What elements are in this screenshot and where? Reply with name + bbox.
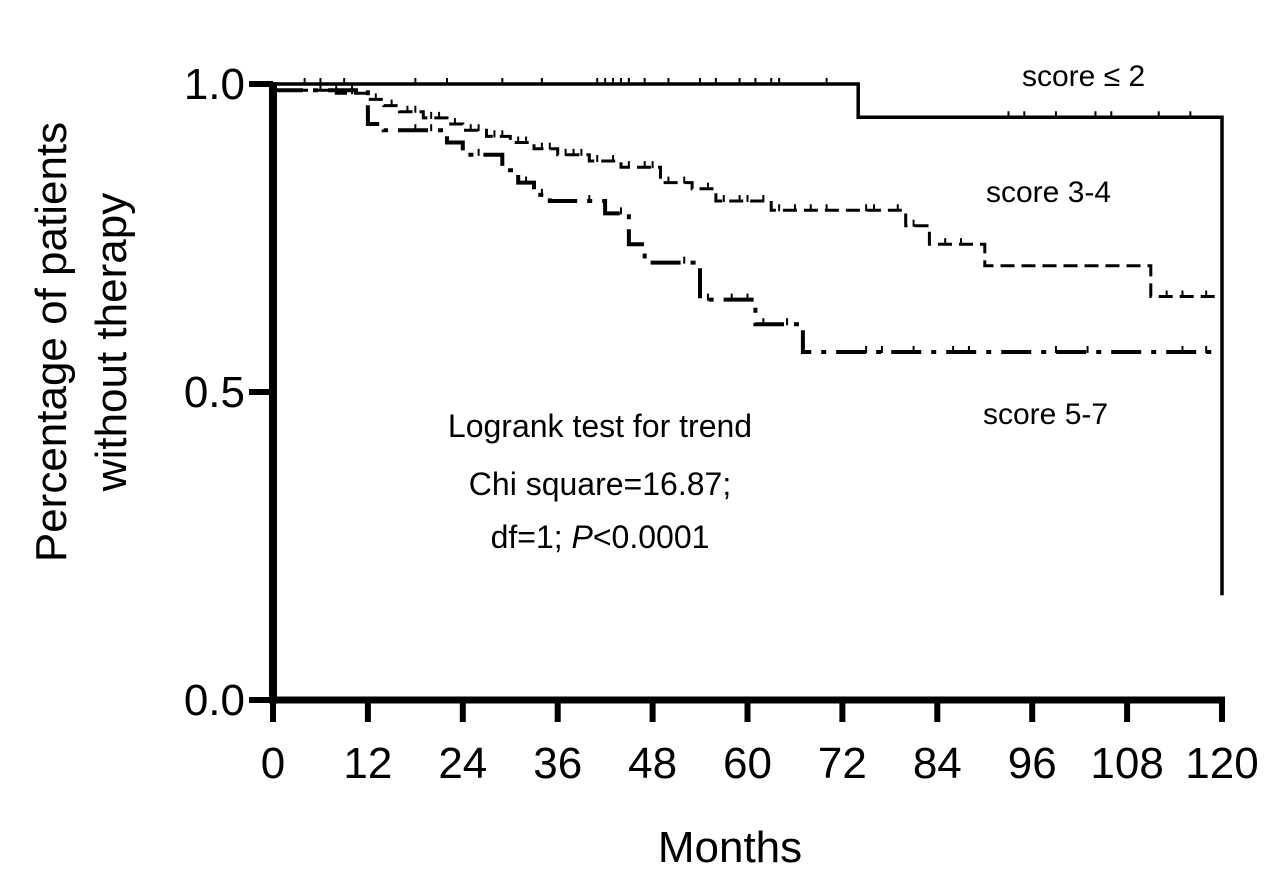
y-tick-label-2: 1.0 <box>184 60 245 109</box>
x-tick-label-10: 120 <box>1185 739 1258 788</box>
y-tick-label-1: 0.5 <box>184 368 245 417</box>
x-axis-title: Months <box>658 823 802 872</box>
series-label-score-5-7: score 5-7 <box>983 398 1108 431</box>
annotation-pvalue: df=1; P<0.0001 <box>491 519 710 555</box>
x-tick-label-6: 72 <box>818 739 867 788</box>
y-axis-title-line1: Percentage of patients <box>27 122 76 562</box>
x-tick-label-0: 0 <box>261 739 285 788</box>
x-tick-label-9: 108 <box>1090 739 1163 788</box>
x-tick-label-3: 36 <box>533 739 582 788</box>
series-line-0 <box>273 82 1224 596</box>
y-tick-label-0: 0.0 <box>184 676 245 725</box>
x-tick-label-4: 48 <box>628 739 677 788</box>
x-tick-label-7: 84 <box>913 739 962 788</box>
series-label-score-3-4: score 3-4 <box>986 176 1111 209</box>
series-1 <box>273 84 1222 298</box>
x-tick-label-1: 12 <box>343 739 392 788</box>
y-axis-title-line2: without therapy <box>87 193 136 492</box>
x-tick-label-8: 96 <box>1008 739 1057 788</box>
series-0 <box>273 78 1224 596</box>
axes: 0.0 0.5 1.0 0 12 24 36 48 60 72 84 96 108 120 <box>184 60 1259 788</box>
annotation-chi-square: Chi square=16.87; <box>469 466 731 502</box>
x-tick-label-2: 24 <box>438 739 487 788</box>
x-tick-label-5: 60 <box>723 739 772 788</box>
annotation-p-value: <0.0001 <box>593 519 710 555</box>
annotation-df: df=1; <box>491 519 572 555</box>
series-line-1 <box>273 88 1222 298</box>
series-label-score-le-2: score ≤ 2 <box>1022 60 1145 93</box>
annotation-p-italic: P <box>572 519 594 555</box>
annotation-logrank: Logrank test for trend <box>448 408 752 444</box>
survival-curves <box>273 78 1224 596</box>
series-2 <box>273 84 1222 354</box>
